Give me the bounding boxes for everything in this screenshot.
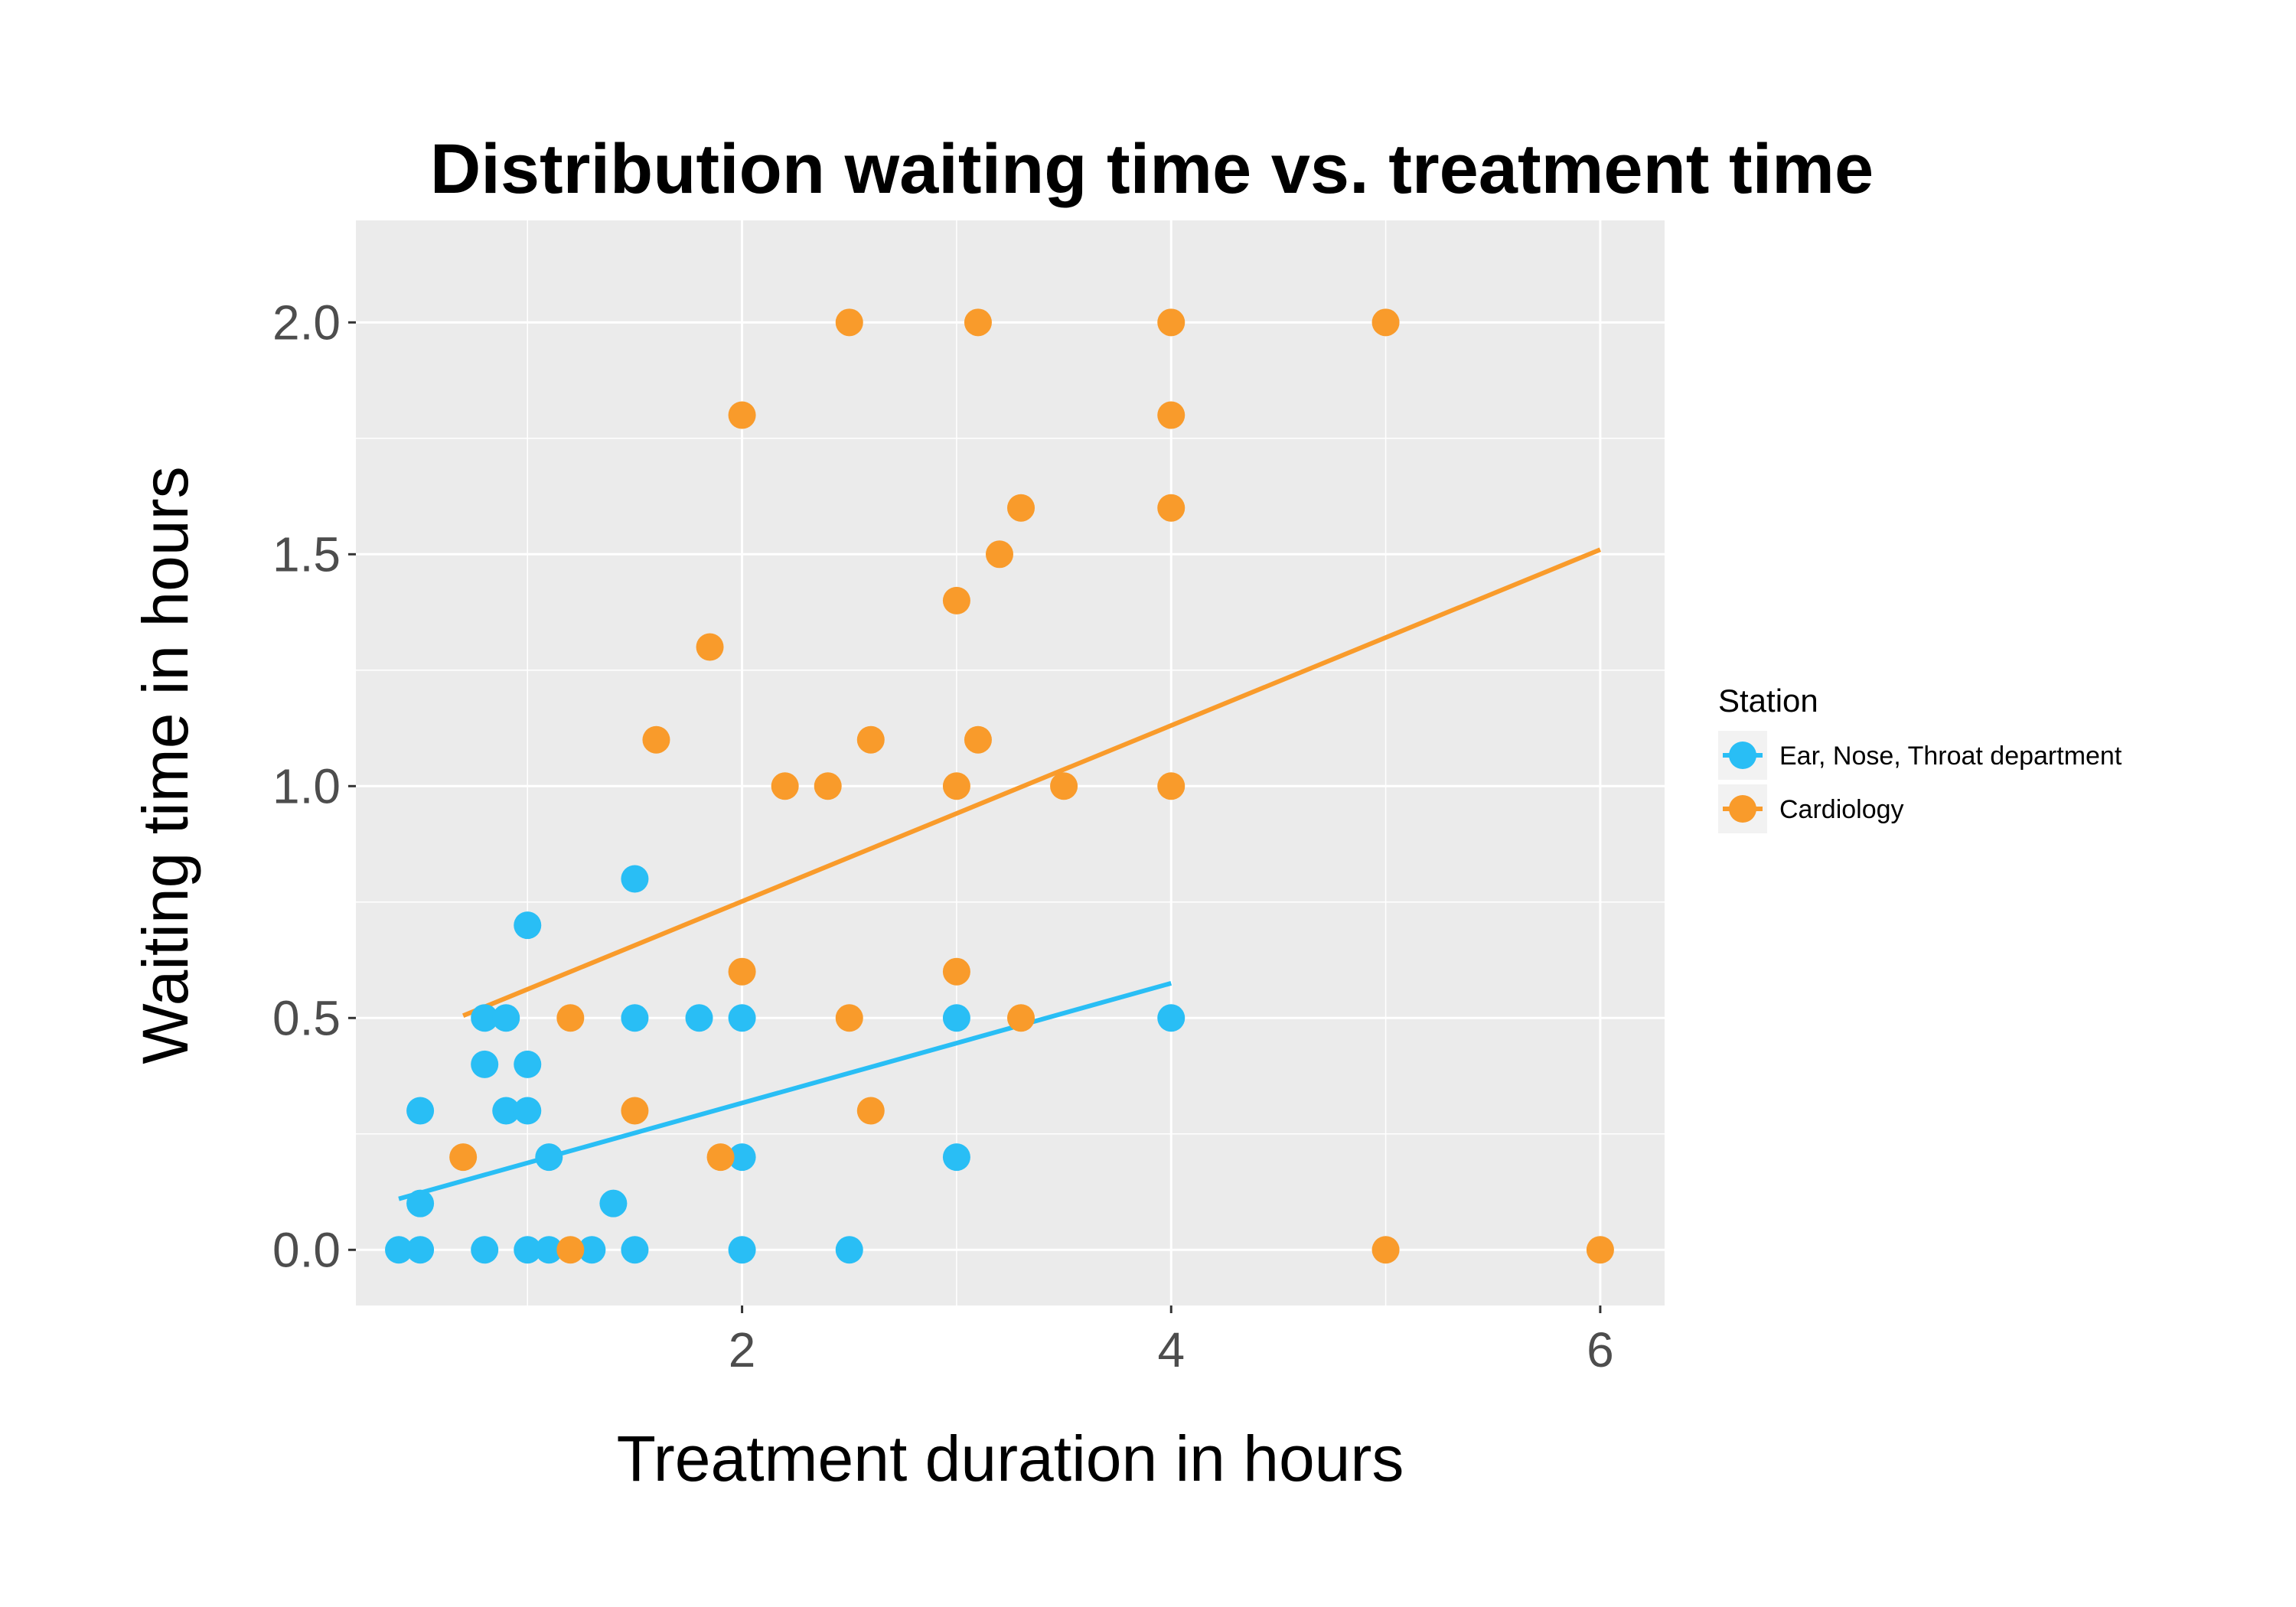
y-axis-label: Waiting time in hours [129, 466, 201, 1064]
point-series-1 [728, 957, 756, 986]
point-series-1 [728, 401, 756, 429]
point-series-0 [599, 1189, 628, 1217]
point-series-0 [621, 865, 649, 893]
minor-gridlines [356, 220, 1665, 1305]
point-series-1 [856, 725, 885, 754]
legend-key-marker [1729, 742, 1756, 769]
y-tick-label: 1.0 [272, 758, 341, 813]
point-series-1 [942, 772, 970, 800]
data-points [385, 308, 1614, 1264]
point-series-1 [1371, 308, 1400, 337]
point-series-1 [1007, 494, 1035, 522]
trend-lines [398, 547, 1602, 1201]
point-series-0 [492, 1097, 520, 1125]
point-series-1 [1050, 772, 1078, 800]
point-series-0 [471, 1236, 499, 1264]
y-tick-label: 0.5 [272, 990, 341, 1045]
point-series-0 [406, 1236, 435, 1264]
legend: Station Ear, Nose, Throat department Card… [1718, 683, 2122, 833]
point-series-1 [964, 308, 992, 337]
point-series-1 [1157, 772, 1186, 800]
point-series-0 [535, 1143, 563, 1172]
x-axis-label: Treatment duration in hours [617, 1423, 1404, 1495]
point-series-0 [514, 911, 542, 940]
point-series-1 [556, 1004, 585, 1032]
point-series-0 [621, 1236, 649, 1264]
point-series-1 [706, 1143, 735, 1172]
point-series-1 [1007, 1004, 1035, 1032]
point-series-1 [835, 308, 863, 337]
point-series-0 [621, 1004, 649, 1032]
point-series-1 [985, 540, 1013, 569]
point-series-0 [728, 1004, 756, 1032]
point-series-1 [1586, 1236, 1614, 1264]
trend-line-series-0 [398, 980, 1172, 1201]
point-series-0 [578, 1236, 606, 1264]
x-tick-label: 6 [1587, 1322, 1614, 1377]
point-series-0 [835, 1236, 863, 1264]
point-series-1 [964, 725, 992, 754]
point-series-1 [856, 1097, 885, 1125]
x-tick-label: 2 [729, 1322, 756, 1377]
point-series-0 [535, 1236, 563, 1264]
legend-label: Cardiology [1779, 795, 1904, 824]
point-series-1 [835, 1004, 863, 1032]
point-series-1 [621, 1097, 649, 1125]
trend-line-series-1 [462, 547, 1602, 1019]
point-series-1 [1371, 1236, 1400, 1264]
x-axis: 2 4 6 [729, 1305, 1614, 1377]
point-series-1 [942, 957, 970, 986]
point-series-1 [642, 725, 670, 754]
point-series-0 [685, 1004, 713, 1032]
chart-title: Distribution waiting time vs. treatment … [430, 130, 1874, 208]
point-series-1 [556, 1236, 585, 1264]
point-series-0 [385, 1236, 413, 1264]
point-series-0 [406, 1097, 435, 1125]
point-series-0 [492, 1004, 520, 1032]
point-series-0 [1157, 1004, 1186, 1032]
point-series-0 [728, 1236, 756, 1264]
x-tick-label: 4 [1157, 1322, 1185, 1377]
legend-label: Ear, Nose, Throat department [1779, 742, 2122, 771]
point-series-1 [449, 1143, 478, 1172]
legend-title: Station [1718, 683, 1818, 719]
point-series-0 [514, 1097, 542, 1125]
point-series-1 [1157, 494, 1186, 522]
point-series-1 [696, 633, 724, 661]
point-series-1 [771, 772, 799, 800]
point-series-1 [1157, 308, 1186, 337]
point-series-0 [471, 1050, 499, 1078]
point-series-0 [406, 1189, 435, 1217]
y-axis: 0.0 0.5 1.0 1.5 2.0 [272, 295, 356, 1277]
point-series-1 [942, 586, 970, 614]
legend-items: Ear, Nose, Throat department Cardiology [1718, 731, 2122, 833]
y-tick-label: 2.0 [272, 295, 341, 350]
point-series-1 [814, 772, 842, 800]
point-series-0 [942, 1004, 970, 1032]
point-series-0 [728, 1143, 756, 1172]
y-tick-label: 1.5 [272, 526, 341, 582]
plot-panel [356, 220, 1665, 1305]
point-series-0 [514, 1236, 542, 1264]
y-tick-label: 0.0 [272, 1222, 341, 1277]
point-series-0 [471, 1004, 499, 1032]
legend-key-marker [1729, 795, 1756, 823]
point-series-0 [514, 1050, 542, 1078]
point-series-1 [1157, 401, 1186, 429]
point-series-0 [942, 1143, 970, 1172]
